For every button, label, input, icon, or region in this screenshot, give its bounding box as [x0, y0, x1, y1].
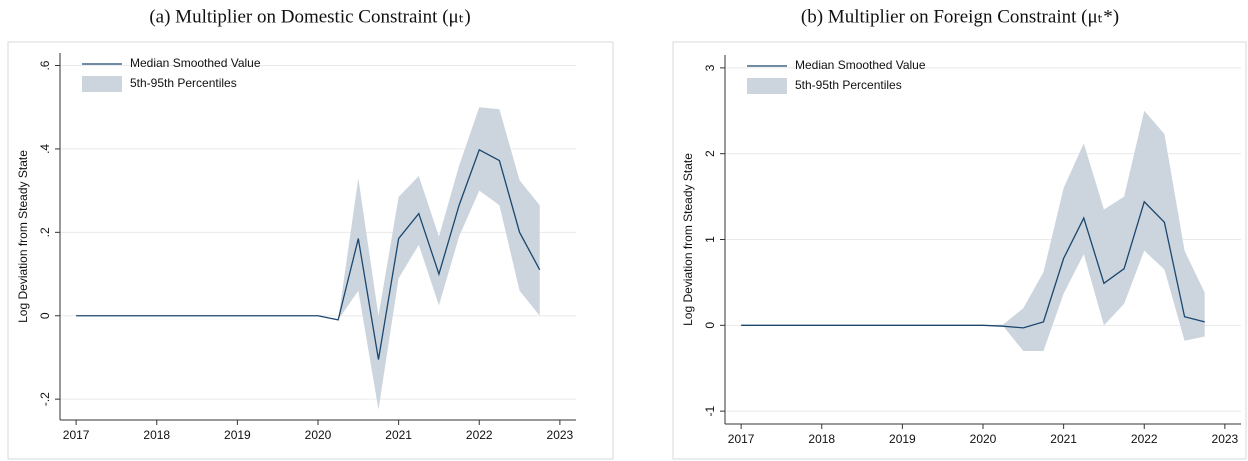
chart-title: (b) Multiplier on Foreign Constraint (μₜ… [801, 6, 1119, 27]
x-tick-label: 2020 [970, 432, 997, 446]
median-line [741, 200, 1205, 329]
y-tick-label: .2 [38, 227, 52, 237]
y-tick-label: 1 [703, 236, 717, 243]
percentile-band [741, 110, 1205, 352]
x-tick-label: 2019 [889, 432, 916, 446]
y-axis-label: Log Deviation from Steady State [681, 153, 695, 326]
median-line [76, 148, 541, 360]
x-tick-label: 2023 [547, 428, 574, 442]
x-tick-label: 2019 [224, 428, 251, 442]
y-tick-label: 2 [703, 150, 717, 157]
legend-swatch [747, 78, 787, 94]
legend-swatch [82, 76, 122, 92]
y-tick-label: .6 [38, 60, 52, 70]
y-tick-label: 0 [38, 312, 52, 319]
x-tick-label: 2018 [808, 432, 835, 446]
legend-label: Median Smoothed Value [795, 58, 926, 72]
x-tick-label: 2021 [1050, 432, 1077, 446]
x-tick-label: 2017 [63, 428, 90, 442]
legend-label: 5th-95th Percentiles [130, 76, 237, 90]
x-tick-label: 2021 [385, 428, 412, 442]
y-tick-label: -1 [703, 405, 717, 416]
x-tick-label: 2022 [1131, 432, 1158, 446]
chart-title: (a) Multiplier on Domestic Constraint (μ… [149, 6, 470, 27]
y-tick-label: 0 [703, 322, 717, 329]
legend-label: 5th-95th Percentiles [795, 78, 902, 92]
legend-label: Median Smoothed Value [130, 56, 261, 70]
y-tick-label: .4 [38, 144, 52, 154]
x-tick-label: 2022 [466, 428, 493, 442]
percentile-band [76, 107, 540, 410]
x-tick-label: 2018 [143, 428, 170, 442]
y-tick-label: -.2 [38, 392, 52, 406]
y-tick-label: 3 [703, 64, 717, 71]
y-axis-label: Log Deviation from Steady State [16, 150, 30, 323]
x-tick-label: 2023 [1212, 432, 1239, 446]
x-tick-label: 2020 [305, 428, 332, 442]
x-tick-label: 2017 [728, 432, 755, 446]
